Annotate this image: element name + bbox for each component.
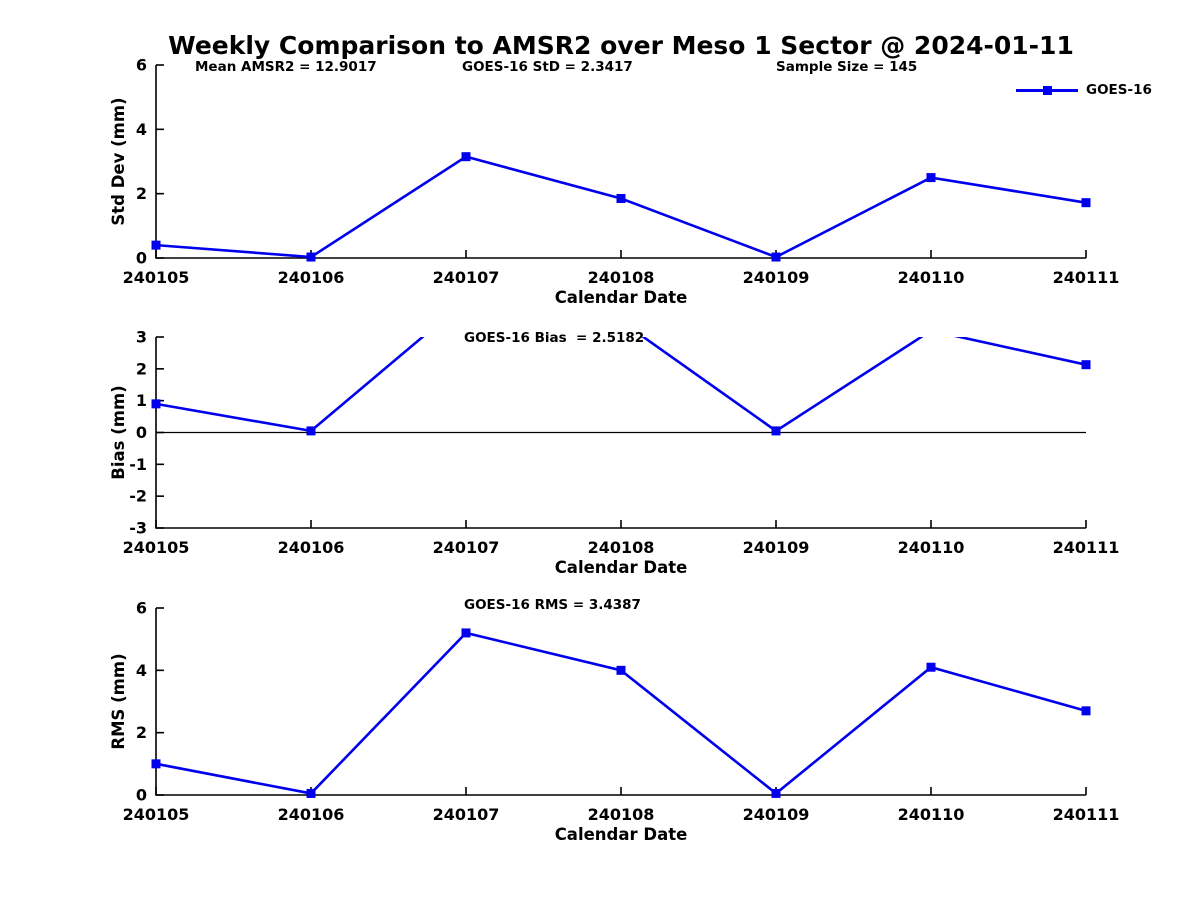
goes16-marker (1081, 706, 1091, 716)
x-tick-label: 240105 (123, 268, 190, 287)
x-tick-label: 240106 (278, 268, 345, 287)
goes16-marker (151, 759, 161, 769)
y-tick-label: 0 (136, 249, 147, 268)
annotation-mean-amsr2: Mean AMSR2 = 12.9017 (195, 59, 377, 75)
legend-square-marker-icon (1043, 85, 1052, 95)
x-tick-label: 240110 (898, 805, 965, 824)
goes16-marker (1081, 198, 1091, 208)
goes16-marker (151, 240, 161, 250)
goes16-marker (771, 252, 781, 262)
annotation-sample-size: Sample Size = 145 (776, 59, 918, 75)
goes16-marker (306, 788, 316, 798)
x-tick-label: 240108 (588, 538, 655, 557)
goes16-marker (771, 788, 781, 798)
x-tick-label: 240107 (433, 538, 500, 557)
goes16-marker (926, 662, 936, 672)
x-tick-label: 240105 (123, 805, 190, 824)
y-axis-label: Std Dev (mm) (109, 97, 128, 225)
y-tick-label: 0 (136, 786, 147, 805)
goes16-marker (1081, 360, 1091, 370)
goes16-marker (306, 426, 316, 436)
y-tick-label: 1 (136, 391, 147, 410)
axis-spines (155, 608, 1086, 796)
goes16-marker (461, 628, 471, 638)
goes16-marker (616, 665, 626, 675)
annotation-goes16-bias: GOES-16 Bias = 2.5182 (464, 330, 645, 346)
axis-spines (155, 65, 1086, 259)
x-tick-label: 240107 (433, 268, 500, 287)
figure-title: Weekly Comparison to AMSR2 over Meso 1 S… (168, 31, 1074, 60)
goes16-marker (461, 152, 471, 162)
x-tick-label: 240110 (898, 268, 965, 287)
goes16-marker (771, 426, 781, 436)
y-axis-label: RMS (mm) (109, 653, 128, 749)
x-tick-label: 240111 (1053, 538, 1120, 557)
x-axis-label: Calendar Date (555, 825, 688, 844)
x-tick-label: 240109 (743, 268, 810, 287)
y-tick-label: 4 (136, 661, 147, 680)
x-tick-label: 240109 (743, 805, 810, 824)
x-tick-label: 240109 (743, 538, 810, 557)
goes16-line (155, 155, 1087, 259)
legend-label: GOES-16 (1086, 82, 1152, 98)
annotation-goes16-rms: GOES-16 RMS = 3.4387 (464, 597, 641, 613)
x-tick-label: 240108 (588, 268, 655, 287)
x-axis-label: Calendar Date (555, 558, 688, 577)
x-tick-label: 240111 (1053, 805, 1120, 824)
y-tick-label: 0 (136, 423, 147, 442)
y-tick-label: 2 (136, 723, 147, 742)
goes16-line (155, 631, 1087, 796)
annotation-goes16-std: GOES-16 StD = 2.3417 (462, 59, 633, 75)
x-tick-label: 240106 (278, 538, 345, 557)
goes16-marker (926, 173, 936, 183)
x-tick-label: 240105 (123, 538, 190, 557)
x-tick-label: 240106 (278, 805, 345, 824)
legend-line-sample (1016, 82, 1078, 98)
x-tick-label: 240107 (433, 805, 500, 824)
x-tick-label: 240111 (1053, 268, 1120, 287)
y-tick-label: 2 (136, 184, 147, 203)
y-tick-label: 4 (136, 120, 147, 139)
y-tick-label: 6 (136, 599, 147, 618)
x-tick-label: 240110 (898, 538, 965, 557)
y-tick-label: -1 (129, 455, 147, 474)
y-tick-label: 6 (136, 56, 147, 75)
y-tick-label: -2 (129, 487, 147, 506)
x-tick-label: 240108 (588, 805, 655, 824)
x-axis-label: Calendar Date (555, 288, 688, 307)
y-tick-label: -3 (129, 519, 147, 538)
legend: GOES-16 (1016, 82, 1152, 98)
goes16-marker (306, 252, 316, 262)
y-axis-label: Bias (mm) (109, 385, 128, 479)
goes16-marker (151, 399, 161, 409)
y-tick-label: 3 (136, 328, 147, 347)
goes16-line (155, 337, 1087, 433)
goes16-marker (616, 193, 626, 203)
y-tick-label: 2 (136, 359, 147, 378)
